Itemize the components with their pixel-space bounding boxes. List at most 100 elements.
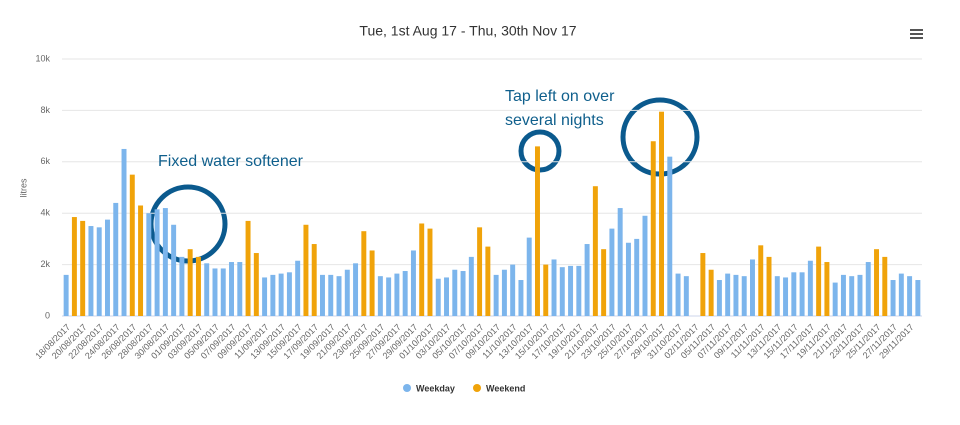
bar	[344, 269, 350, 316]
bar	[898, 273, 904, 316]
bar	[336, 276, 342, 316]
bar	[154, 209, 160, 316]
y-tick-label: 8k	[40, 105, 50, 115]
bar	[394, 273, 400, 316]
bar	[88, 226, 94, 316]
bar	[204, 263, 210, 316]
bar	[824, 262, 830, 316]
y-tick-label: 6k	[40, 156, 50, 166]
bar	[162, 208, 168, 316]
bar	[675, 273, 681, 316]
bar	[592, 186, 598, 316]
bar	[659, 111, 664, 316]
bar	[63, 274, 69, 316]
bar	[229, 262, 234, 316]
bar	[295, 260, 301, 316]
bar	[535, 146, 540, 316]
bar	[634, 238, 640, 316]
bar	[262, 277, 268, 316]
y-tick-label: 2k	[40, 259, 50, 269]
menu-bar	[910, 37, 923, 39]
bar	[361, 231, 367, 316]
bar	[253, 253, 259, 316]
bar	[518, 280, 524, 316]
bar	[460, 271, 466, 316]
bar	[741, 276, 747, 316]
bar	[551, 259, 557, 316]
bar	[435, 278, 441, 316]
bar	[857, 274, 863, 316]
legend-item[interactable]: Weekday	[403, 383, 455, 393]
bar	[237, 262, 243, 316]
menu-bar	[910, 33, 923, 35]
bar	[766, 256, 772, 316]
bar	[477, 227, 483, 316]
bar	[576, 265, 582, 316]
menu-bar	[910, 29, 923, 31]
bar	[80, 220, 86, 316]
bar	[146, 213, 152, 316]
bar	[625, 242, 631, 316]
bar	[402, 271, 408, 316]
annotation: Tap left on over	[505, 88, 615, 105]
bar	[320, 274, 325, 316]
y-tick-label: 4k	[40, 208, 50, 218]
bar	[725, 273, 731, 316]
bar	[328, 274, 334, 316]
bar	[71, 217, 77, 316]
bar	[865, 262, 871, 316]
bar	[733, 274, 739, 316]
bar	[700, 253, 706, 316]
bar	[278, 273, 284, 316]
bar	[559, 267, 565, 316]
bar	[774, 276, 780, 316]
bar	[452, 269, 458, 316]
bar	[212, 268, 218, 316]
bar	[840, 274, 846, 316]
bar	[849, 276, 855, 316]
bar	[667, 156, 673, 316]
bar	[129, 174, 135, 316]
bar	[882, 256, 888, 316]
legend-marker	[403, 384, 411, 392]
bar	[427, 228, 433, 316]
bar	[179, 256, 185, 316]
bar	[96, 227, 102, 316]
bar	[270, 274, 276, 316]
legend-label: Weekend	[486, 383, 525, 393]
bar	[113, 202, 119, 316]
bar	[121, 148, 127, 316]
bar	[750, 259, 755, 316]
bar	[195, 256, 201, 316]
bar	[650, 141, 656, 316]
bar	[716, 280, 722, 316]
bar	[832, 282, 838, 316]
bar	[386, 277, 392, 316]
bar	[816, 246, 822, 316]
bar	[890, 280, 896, 316]
bar	[708, 269, 714, 316]
bar	[369, 250, 375, 316]
bar	[444, 277, 449, 316]
annotation: Fixed water softener	[158, 153, 304, 170]
bar	[758, 245, 764, 316]
y-tick-label: 0	[45, 310, 50, 320]
bar	[187, 249, 193, 316]
legend-item[interactable]: Weekend	[473, 383, 525, 393]
bar	[874, 249, 879, 316]
bar	[783, 277, 789, 316]
bar	[353, 263, 359, 316]
bar	[303, 224, 309, 316]
bar	[105, 219, 110, 316]
bar	[410, 250, 416, 316]
menu-icon[interactable]	[910, 29, 923, 39]
bar	[245, 220, 251, 316]
bar	[791, 272, 797, 316]
bar	[609, 228, 615, 316]
bar	[907, 276, 913, 316]
legend-marker	[473, 384, 481, 392]
bar	[617, 208, 623, 316]
bar	[493, 274, 499, 316]
bar	[138, 205, 144, 316]
